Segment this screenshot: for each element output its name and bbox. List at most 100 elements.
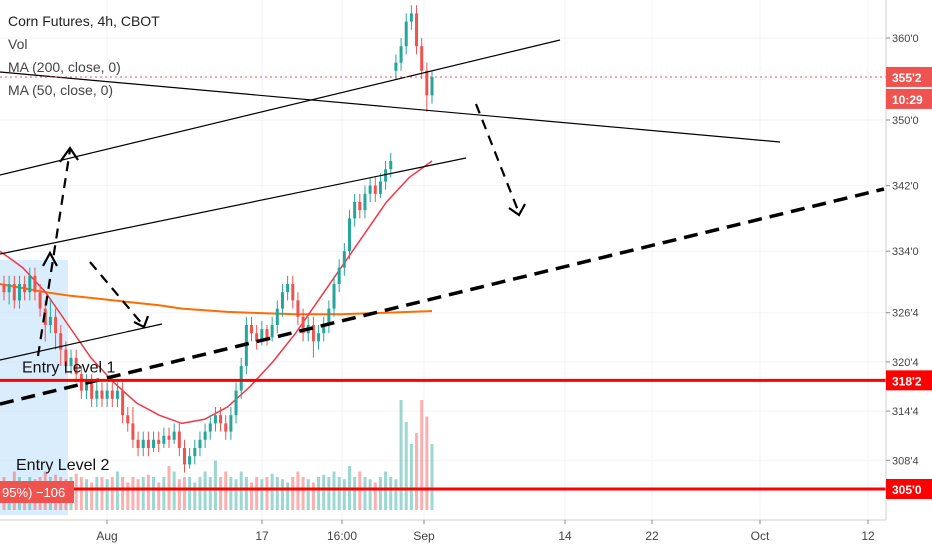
volume-bar	[317, 477, 321, 510]
volume-bar	[306, 479, 310, 510]
chart-legend: Corn Futures, 4h, CBOT Vol MA (200, clos…	[8, 10, 160, 102]
volume-bar	[136, 479, 140, 510]
candle-body	[373, 185, 377, 194]
volume-bar	[244, 477, 248, 510]
candle-body	[317, 333, 321, 342]
candle-body	[363, 193, 367, 211]
last-price-label: 355'2	[892, 71, 922, 85]
level-lines: Entry Level 1 Entry Level 2	[0, 76, 886, 491]
volume-bar	[415, 433, 419, 510]
candle-body	[368, 185, 372, 194]
candle-body	[260, 329, 264, 342]
x-tick-label: 16:00	[327, 529, 357, 543]
volume-bar	[255, 477, 259, 510]
y-tick-label: 334'0	[892, 246, 919, 258]
volume-bar	[172, 471, 176, 510]
candle-body	[430, 76, 434, 96]
volume-bar	[327, 477, 331, 510]
volume-bar	[286, 482, 290, 510]
level2-price-label: 305'0	[892, 483, 922, 497]
volume-bar	[239, 471, 243, 510]
candle-body	[38, 292, 42, 309]
volume-bar	[100, 477, 104, 510]
ma200-line	[0, 283, 433, 316]
level-label: Entry Level 1	[22, 359, 115, 376]
candle-body	[332, 284, 336, 309]
candle-body	[17, 284, 21, 301]
time-axis: Aug 17 16:00 Sep 14 22 Oct 12	[0, 519, 886, 543]
volume-bar	[368, 479, 372, 510]
volume-bar	[342, 479, 346, 510]
x-tick-label: Sep	[413, 529, 435, 543]
candle-body	[95, 390, 99, 399]
arrow-head	[42, 250, 58, 267]
candle-body	[23, 284, 27, 293]
candle-body	[239, 366, 243, 391]
price-labels: 355'2 10:29 318'2 305'0 95%) −106	[0, 66, 932, 503]
arrow-up-path	[36, 149, 72, 357]
volume-bar	[291, 477, 295, 510]
volume-bar	[152, 477, 156, 510]
candle-body	[115, 390, 119, 399]
overlay-badge-bg	[0, 481, 74, 503]
volume-bar	[404, 422, 408, 510]
candle-body	[425, 70, 429, 96]
countdown-label: 10:29	[892, 93, 923, 107]
candle-body	[198, 439, 202, 448]
ma50-path	[0, 160, 433, 425]
candle-body	[64, 349, 68, 366]
candle-body	[141, 439, 145, 448]
candle-body	[389, 161, 393, 170]
volume-bar	[250, 482, 254, 510]
candle-body	[378, 181, 382, 194]
drawings	[0, 39, 885, 406]
volume-bar	[337, 477, 341, 510]
candle-body	[409, 13, 413, 22]
candle-body	[358, 202, 362, 211]
candles	[2, 5, 434, 473]
candle-body	[296, 300, 300, 317]
candle-body	[353, 202, 357, 219]
candle-body	[152, 439, 156, 448]
volume-bar	[280, 479, 284, 510]
volume-bar	[105, 479, 109, 510]
channel-lower	[0, 157, 467, 255]
level-label: Entry Level 2	[16, 457, 109, 474]
candle-body	[74, 357, 78, 375]
candle-body	[250, 325, 254, 334]
volume-bar	[296, 471, 300, 510]
candle-body	[48, 316, 52, 325]
candle-body	[188, 456, 192, 465]
candle-body	[182, 448, 186, 465]
volume-bar	[198, 477, 202, 510]
candle-body	[229, 415, 233, 432]
y-tick-label: 360'0	[892, 33, 919, 45]
candle-body	[12, 284, 16, 301]
ma200-path	[0, 283, 433, 316]
candle-body	[79, 374, 83, 391]
x-tick-label: Aug	[96, 529, 117, 543]
volume-bar	[373, 482, 377, 510]
trendline-down	[0, 71, 781, 143]
volume-bar	[188, 477, 192, 510]
volume-bar	[219, 477, 223, 510]
arrow-head	[59, 146, 79, 163]
volume-bar	[311, 482, 315, 510]
volume-bar	[141, 477, 145, 510]
candle-body	[394, 62, 398, 71]
volume-bar	[126, 482, 130, 510]
volume-bar	[110, 477, 114, 510]
volume-bar	[394, 479, 398, 510]
candle-body	[7, 284, 11, 293]
candle-body	[275, 308, 279, 325]
volume-bar	[353, 477, 357, 510]
highlight-zone	[0, 260, 68, 515]
level1-price-label: 318'2	[892, 374, 922, 388]
candle-body	[121, 390, 125, 416]
volume-bar	[95, 477, 99, 510]
candle-body	[384, 169, 388, 182]
volume-bar	[275, 477, 279, 510]
candle-body	[136, 439, 140, 448]
